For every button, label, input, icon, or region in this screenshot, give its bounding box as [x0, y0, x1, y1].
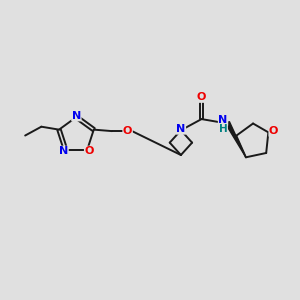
- Text: O: O: [123, 126, 132, 136]
- Polygon shape: [226, 122, 246, 157]
- Text: N: N: [176, 124, 185, 134]
- Text: O: O: [85, 146, 94, 156]
- Text: O: O: [269, 126, 278, 136]
- Text: N: N: [218, 115, 228, 125]
- Text: H: H: [219, 124, 227, 134]
- Text: N: N: [72, 111, 81, 121]
- Text: O: O: [197, 92, 206, 102]
- Text: N: N: [59, 146, 68, 156]
